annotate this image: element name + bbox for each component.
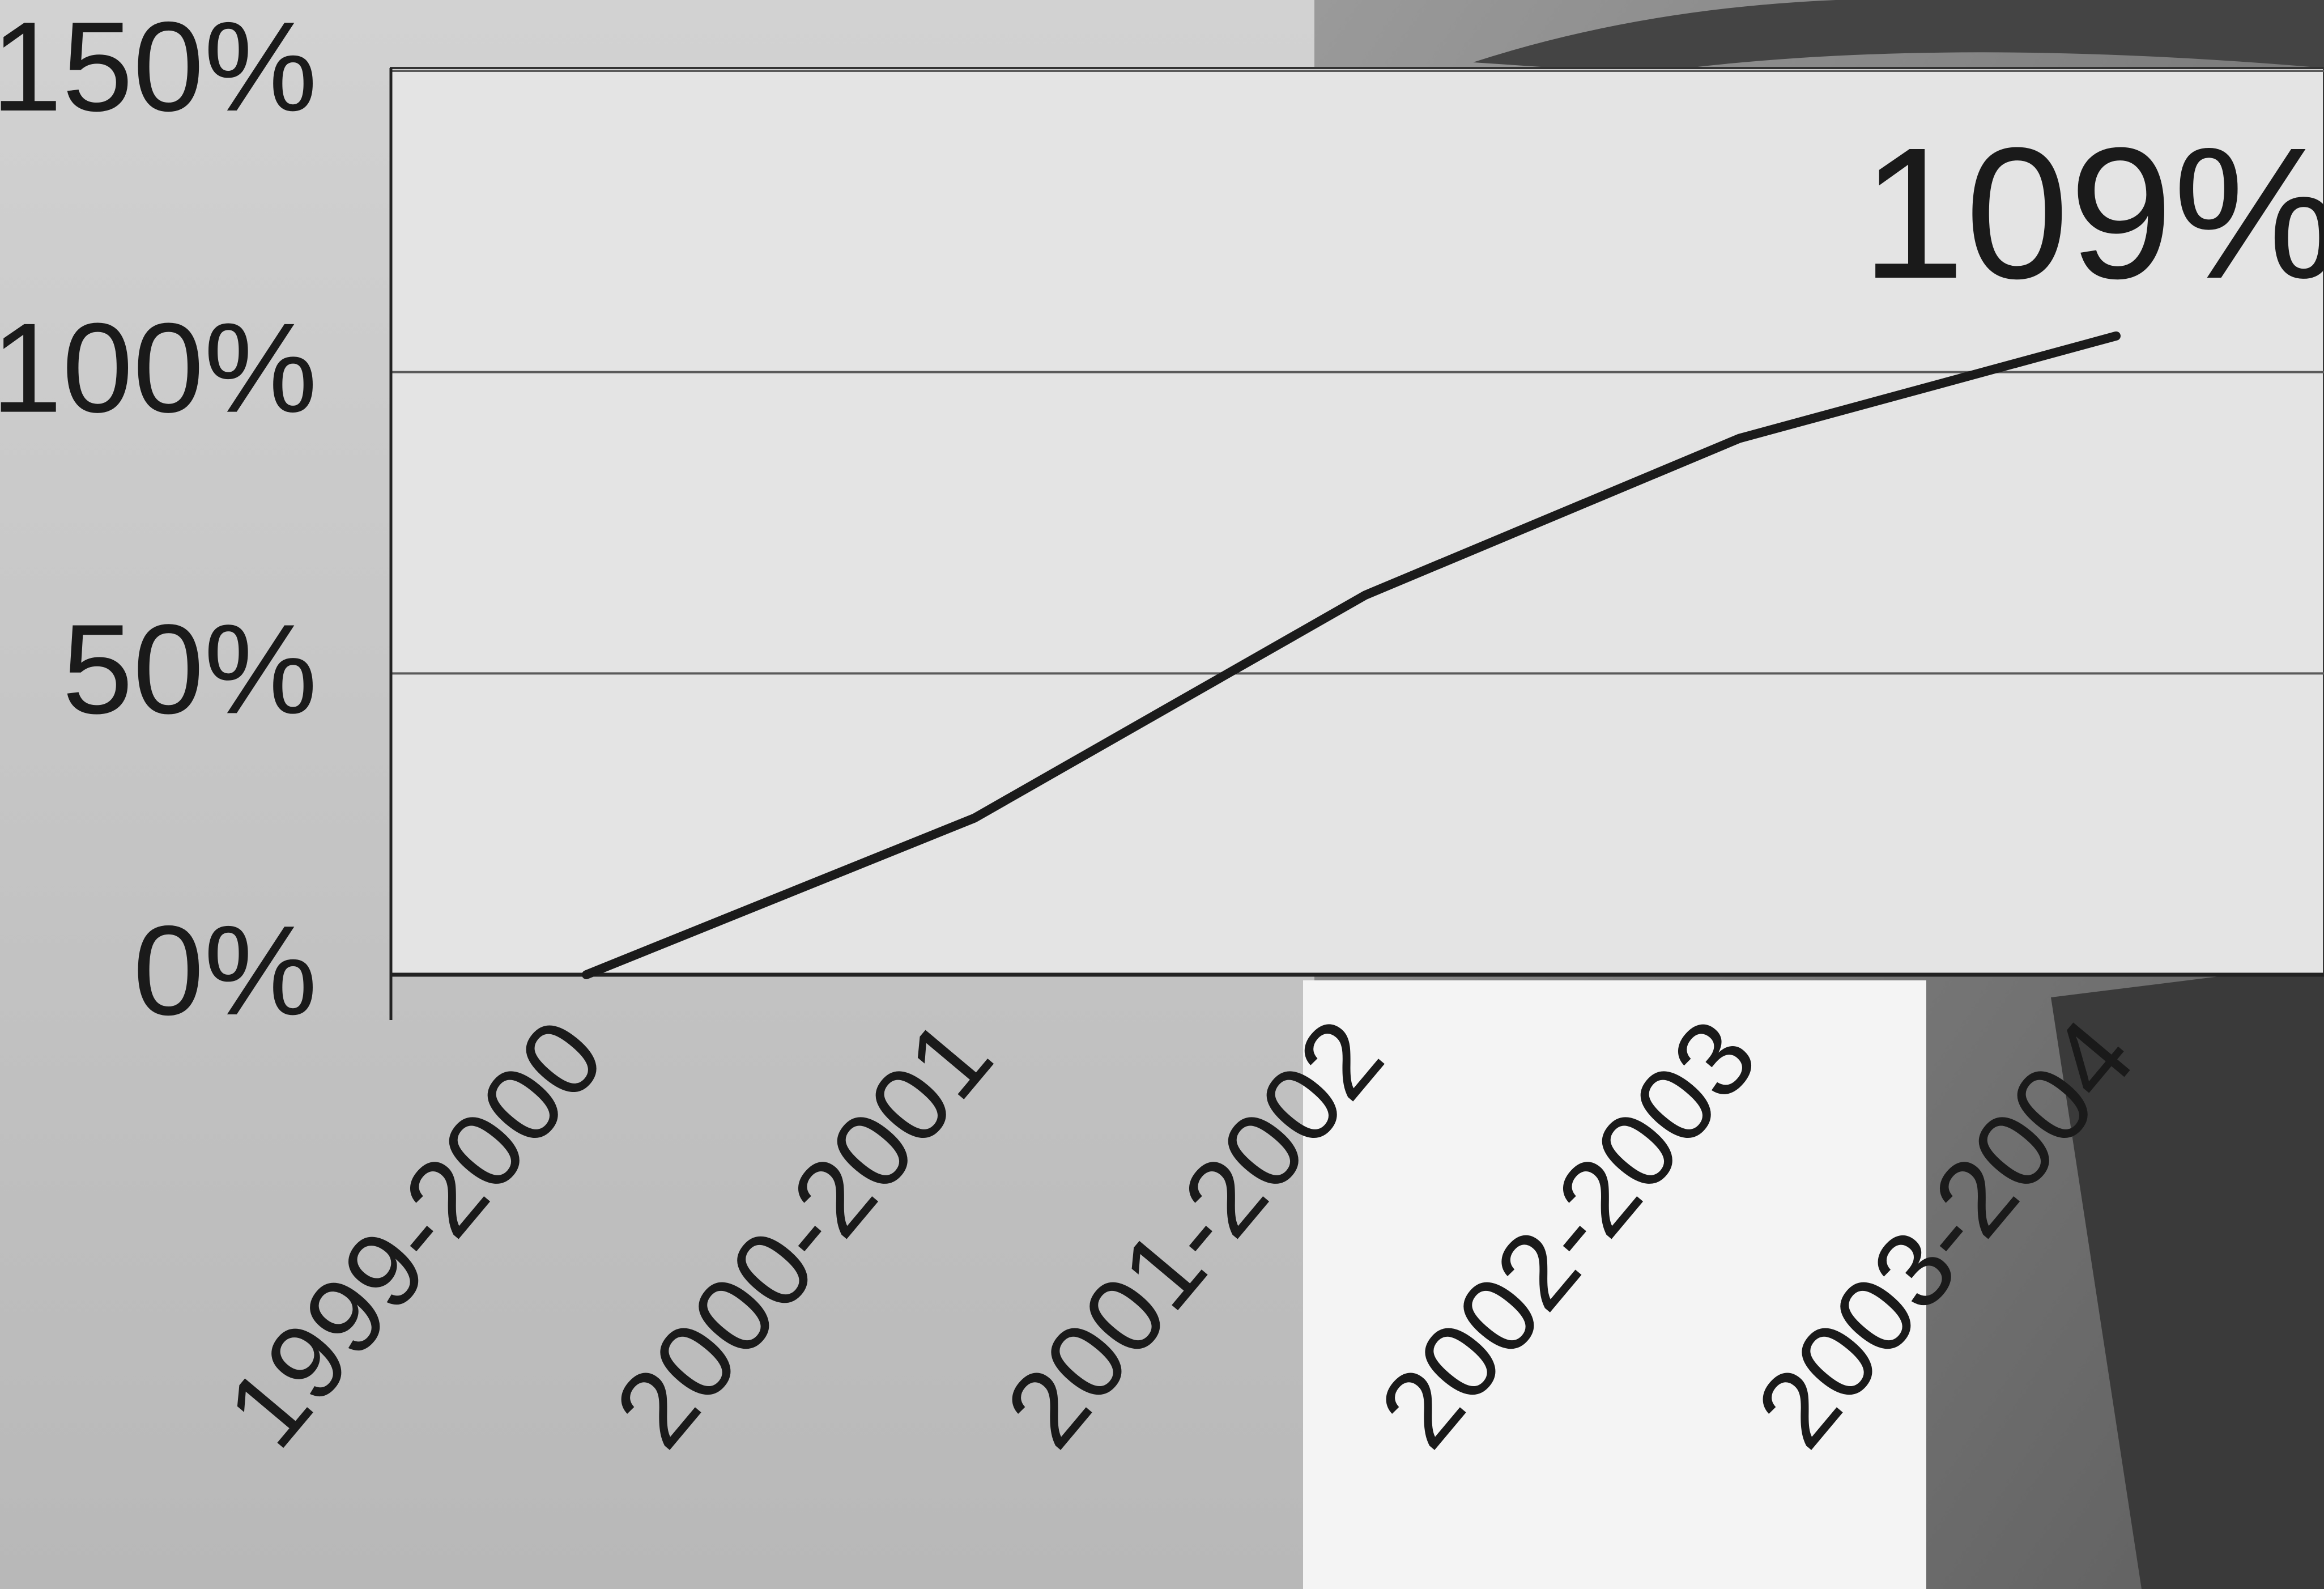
series-group <box>582 331 2121 979</box>
plot-area <box>390 67 2324 976</box>
gridlines <box>389 68 2324 1020</box>
y-tick-label: 0% <box>133 899 317 1042</box>
background-dark-shape <box>2051 963 2324 1589</box>
y-axis-tick-labels: 0% 50% 100% 150% <box>0 0 317 1042</box>
data-label-annotation: 109% <box>1861 108 2324 317</box>
y-tick-label: 100% <box>0 296 317 439</box>
y-tick-label: 150% <box>0 0 317 138</box>
background-dark-shape-top <box>1473 0 2324 74</box>
series-line <box>582 331 2121 979</box>
annotations: 109% <box>1861 108 2324 317</box>
y-tick-label: 50% <box>62 597 317 740</box>
background-white-panel <box>1303 980 1926 1589</box>
